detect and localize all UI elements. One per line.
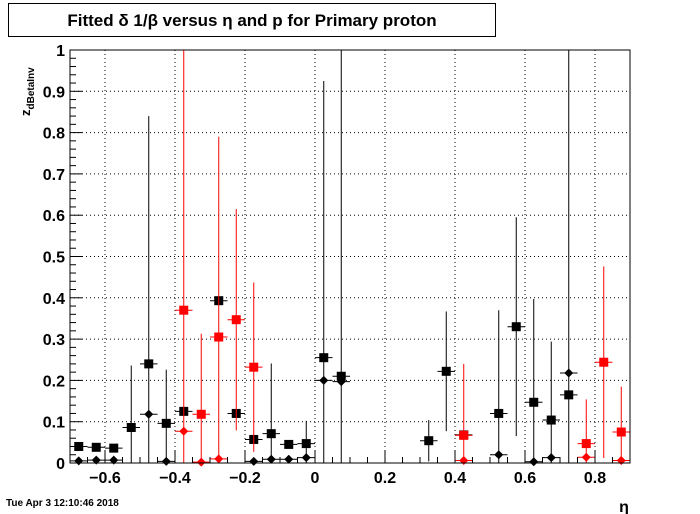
data-point-diamond <box>529 457 539 467</box>
chart-title: Fitted δ 1/β versus η and p for Primary … <box>67 11 437 30</box>
timestamp: Tue Apr 3 12:10:46 2018 <box>6 498 119 509</box>
data-point-square <box>494 408 504 418</box>
y-tick-label: 0.9 <box>43 84 65 101</box>
data-point-diamond <box>546 453 556 463</box>
y-tick-label: 0.6 <box>43 208 65 225</box>
y-tick-label: 0.8 <box>43 126 65 143</box>
x-tick-label: 0.6 <box>514 470 536 487</box>
data-point-diamond <box>494 450 504 460</box>
data-point-diamond <box>161 456 171 466</box>
x-tick-label: −0.4 <box>159 470 191 487</box>
axis-labels: −0.6 −0.4 −0.2 0 0.2 0.4 0.6 0.8 0 0.1 0.2 0.3 0.4 0.… <box>18 43 629 514</box>
data-marks <box>70 50 630 467</box>
data-point-diamond <box>336 377 346 387</box>
data-point-diamond <box>284 454 294 464</box>
y-tick-label: 0.7 <box>43 167 65 184</box>
data-point-square <box>126 422 136 432</box>
axis-ticks <box>70 49 631 464</box>
data-point-square <box>74 441 84 451</box>
data-point-diamond <box>581 452 591 462</box>
data-point-square <box>599 357 609 367</box>
data-point-square <box>284 439 294 449</box>
data-point-diamond <box>616 456 626 466</box>
data-point-square <box>144 359 154 369</box>
data-point-square <box>214 332 224 342</box>
data-point-diamond <box>214 454 224 464</box>
y-tick-label: 0.2 <box>43 373 65 390</box>
data-point-diamond <box>196 457 206 467</box>
x-tick-label: −0.6 <box>89 470 121 487</box>
y-tick-label: 0.5 <box>43 250 65 267</box>
data-point-diamond <box>179 426 189 436</box>
data-point-square <box>319 353 329 363</box>
data-point-square <box>196 409 206 419</box>
y-tick-label: 0.1 <box>43 415 65 432</box>
data-point-square <box>249 362 259 372</box>
data-point-square <box>301 439 311 449</box>
data-point-square <box>616 427 626 437</box>
x-tick-label: 0.2 <box>374 470 396 487</box>
x-tick-label: 0.8 <box>584 470 606 487</box>
y-tick-label: 0 <box>56 456 65 473</box>
data-point-diamond <box>74 456 84 466</box>
data-point-diamond <box>564 368 574 378</box>
y-tick-label: 1 <box>56 43 65 60</box>
data-point-square <box>91 442 101 452</box>
data-point-square <box>581 439 591 449</box>
y-axis-label-sub: dBetaInv <box>26 67 37 110</box>
data-point-diamond <box>109 455 119 465</box>
data-point-diamond <box>144 409 154 419</box>
chart-title-box: Fitted δ 1/β versus η and p for Primary … <box>8 3 496 37</box>
y-axis-label-main: z <box>18 109 33 116</box>
data-point-square <box>424 436 434 446</box>
data-point-diamond <box>266 454 276 464</box>
y-tick-label: 0.4 <box>43 291 65 308</box>
data-point-square <box>266 429 276 439</box>
data-point-diamond <box>249 456 259 466</box>
grid-lines <box>70 49 630 464</box>
data-point-square <box>109 443 119 453</box>
x-tick-label: −0.2 <box>229 470 261 487</box>
data-point-square <box>179 305 189 315</box>
data-point-square <box>459 430 469 440</box>
x-axis-label: η <box>619 499 629 514</box>
x-tick-label: 0 <box>311 470 320 487</box>
y-axis-label: zdBetaInv <box>18 67 37 116</box>
data-point-square <box>546 415 556 425</box>
x-tick-label: 0.4 <box>444 470 466 487</box>
data-point-diamond <box>91 455 101 465</box>
data-point-square <box>511 322 521 332</box>
data-point-square <box>336 371 346 381</box>
data-point-square <box>231 315 241 325</box>
data-point-diamond <box>319 375 329 385</box>
data-point-square <box>161 418 171 428</box>
y-tick-label: 0.3 <box>43 332 65 349</box>
data-point-diamond <box>301 453 311 463</box>
data-point-diamond <box>459 456 469 466</box>
data-point-square <box>529 397 539 407</box>
data-point-square <box>441 366 451 376</box>
data-point-square <box>564 390 574 400</box>
